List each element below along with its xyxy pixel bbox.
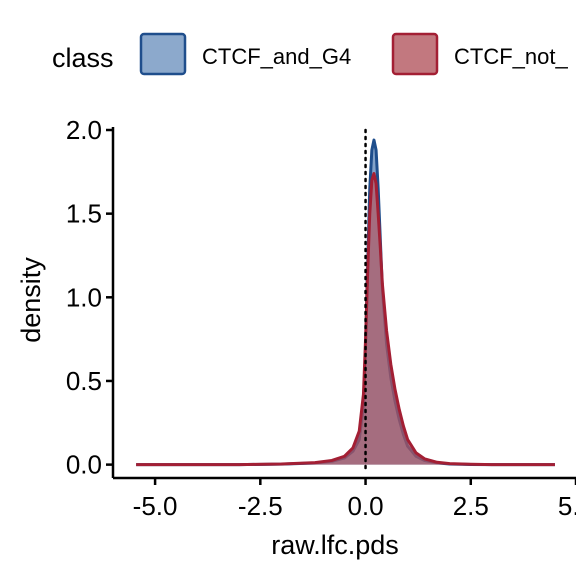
density-area-ctcf-and-g4: [136, 140, 555, 465]
legend-label-ctcf-and-g4: CTCF_and_G4: [202, 44, 351, 69]
y-axis-title: density: [16, 257, 46, 343]
x-axis-ticks: -5.0 -2.5 0.0 2.5 5.0: [133, 478, 576, 521]
x-tick-label: -5.0: [133, 491, 178, 521]
x-axis-title: raw.lfc.pds: [271, 530, 399, 560]
axes: 0.0 0.5 1.0 1.5 2.0 -5.0 -2.5 0.0 2.5 5.0: [66, 115, 576, 521]
density-line-ctcf-not-g4: [136, 172, 555, 467]
y-tick-label: 1.0: [66, 282, 102, 312]
x-tick-label: 0.0: [347, 491, 383, 521]
density-line-ctcf-and-g4: [136, 138, 555, 467]
y-axis-ticks: 0.0 0.5 1.0 1.5 2.0: [66, 115, 113, 480]
y-tick-label: 0.5: [66, 366, 102, 396]
legend: class CTCF_and_G4 CTCF_not_: [52, 32, 568, 76]
legend-key-ctcf-and-g4: [139, 32, 187, 76]
x-tick-label: 5.0: [558, 491, 576, 521]
legend-key-ctcf-not-g4: [391, 32, 439, 76]
series-layer: [136, 138, 555, 467]
x-tick-label: -2.5: [238, 491, 283, 521]
legend-title: class: [52, 43, 114, 73]
y-tick-label: 2.0: [66, 115, 102, 145]
density-area-ctcf-not-g4: [136, 173, 555, 465]
y-tick-label: 0.0: [66, 450, 102, 480]
x-tick-label: 2.5: [453, 491, 489, 521]
y-tick-label: 1.5: [66, 199, 102, 229]
legend-label-ctcf-not-g4: CTCF_not_: [454, 44, 568, 69]
